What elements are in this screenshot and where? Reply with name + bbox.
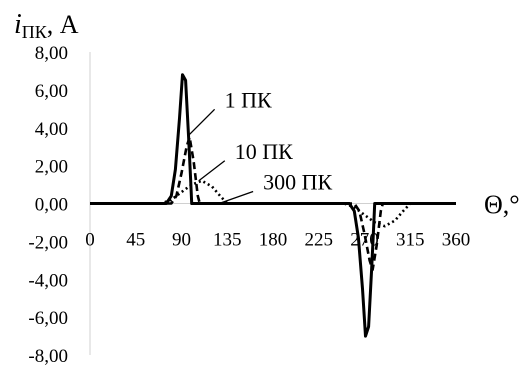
annotations-group: 1 ПК 10 ПК 300 ПК (188, 87, 333, 205)
y-tick-label: 2,00 (35, 157, 68, 178)
y-axis-label-sub: ПК (22, 22, 48, 42)
annotation-label: 10 ПК (235, 139, 293, 164)
x-tick-label: 45 (126, 230, 145, 251)
x-tick-label: 135 (213, 230, 242, 251)
y-tick-label: -8,00 (28, 346, 68, 367)
x-tick-label: 360 (442, 230, 471, 251)
y-tick-label: -4,00 (28, 270, 68, 291)
series-line-1 (90, 73, 456, 338)
x-tick-label: 0 (85, 230, 95, 251)
x-tick-label: 180 (259, 230, 288, 251)
axes-group: 8,00 6,00 4,00 2,00 0,00 -2,00 -4,00 -6,00 -8,00… (28, 43, 470, 367)
y-tick-label: 6,00 (35, 81, 68, 102)
annotation-leader (188, 108, 216, 136)
x-axis-label: Θ,° (484, 190, 520, 219)
y-axis-label: iПК, А (14, 9, 79, 42)
y-tick-label: 4,00 (35, 119, 68, 140)
series-line-2 (90, 135, 456, 272)
y-tick-label: 8,00 (35, 43, 68, 64)
annotation-leader (218, 190, 254, 205)
x-tick-label: 90 (172, 230, 191, 251)
y-axis-label-unit: , А (47, 10, 79, 39)
annotation-leader (198, 160, 226, 182)
x-tick-label: 225 (305, 230, 334, 251)
y-tick-label: -6,00 (28, 308, 68, 329)
y-tick-label: -2,00 (28, 232, 68, 253)
annotation-label: 300 ПК (263, 170, 332, 195)
y-axis-label-main: i (14, 9, 22, 40)
y-tick-label: 0,00 (35, 195, 68, 216)
x-tick-label: 315 (396, 230, 425, 251)
annotation-label: 1 ПК (225, 87, 272, 112)
series-group (90, 73, 456, 338)
